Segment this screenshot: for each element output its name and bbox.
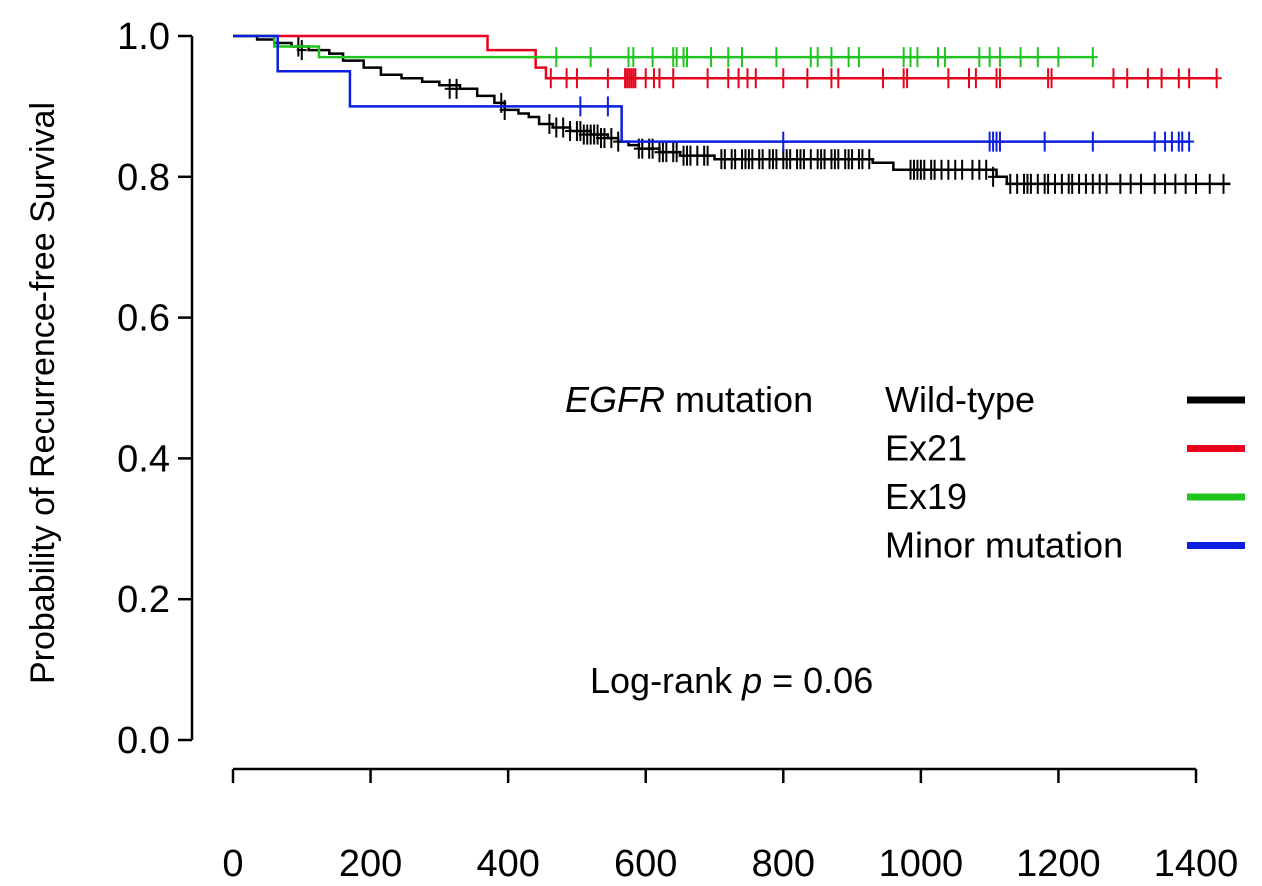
logrank-suffix: = 0.06 — [762, 660, 873, 701]
series-ex21 — [233, 34, 1222, 89]
legend-label: Ex19 — [885, 476, 967, 517]
legend-entries: Wild-type Ex21 Ex19 Minor mutation — [885, 379, 1245, 566]
legend-title-italic: EGFR — [565, 379, 665, 420]
legend-title-rest: mutation — [665, 379, 813, 420]
y-tick-label: 0.4 — [117, 438, 170, 480]
y-tick-label: 1.0 — [117, 16, 170, 58]
y-tick-label: 0.8 — [117, 157, 170, 199]
x-tick-label: 600 — [614, 843, 677, 885]
x-tick-label: 1200 — [1016, 843, 1101, 885]
y-axis-label: Probability of Recurrence-free Survival — [24, 102, 62, 684]
x-tick-label: 1000 — [879, 843, 964, 885]
legend-label: Wild-type — [885, 379, 1035, 420]
y-tick-label: 0.0 — [117, 720, 170, 762]
legend-label: Minor mutation — [885, 525, 1123, 566]
x-axis: 0 200 400 600 800 1000 1200 1400 — [222, 767, 1239, 885]
x-tick-label: 200 — [339, 843, 402, 885]
legend-title: EGFR mutation — [565, 379, 813, 420]
y-tick-label: 0.6 — [117, 298, 170, 340]
x-tick-label: 800 — [752, 843, 815, 885]
series-line — [233, 34, 1190, 143]
x-tick-label: 1400 — [1154, 843, 1239, 885]
logrank-annotation: Log-rank p = 0.06 — [590, 660, 873, 701]
logrank-p: p — [741, 660, 762, 701]
x-tick-label: 0 — [222, 843, 243, 885]
series-wild-type — [233, 34, 1231, 194]
plot-area — [233, 34, 1231, 194]
y-axis: 0.0 0.2 0.4 0.6 0.8 1.0 — [117, 16, 194, 762]
x-tick-label: 400 — [476, 843, 539, 885]
series-line — [233, 34, 1093, 59]
series-line — [233, 34, 1217, 80]
legend: EGFR mutation Wild-type Ex21 Ex19 Minor mut… — [565, 379, 1245, 566]
y-tick-label: 0.2 — [117, 579, 170, 621]
logrank-prefix: Log-rank — [590, 660, 742, 701]
series-minor-mutation — [233, 34, 1195, 152]
legend-label: Ex21 — [885, 428, 967, 469]
